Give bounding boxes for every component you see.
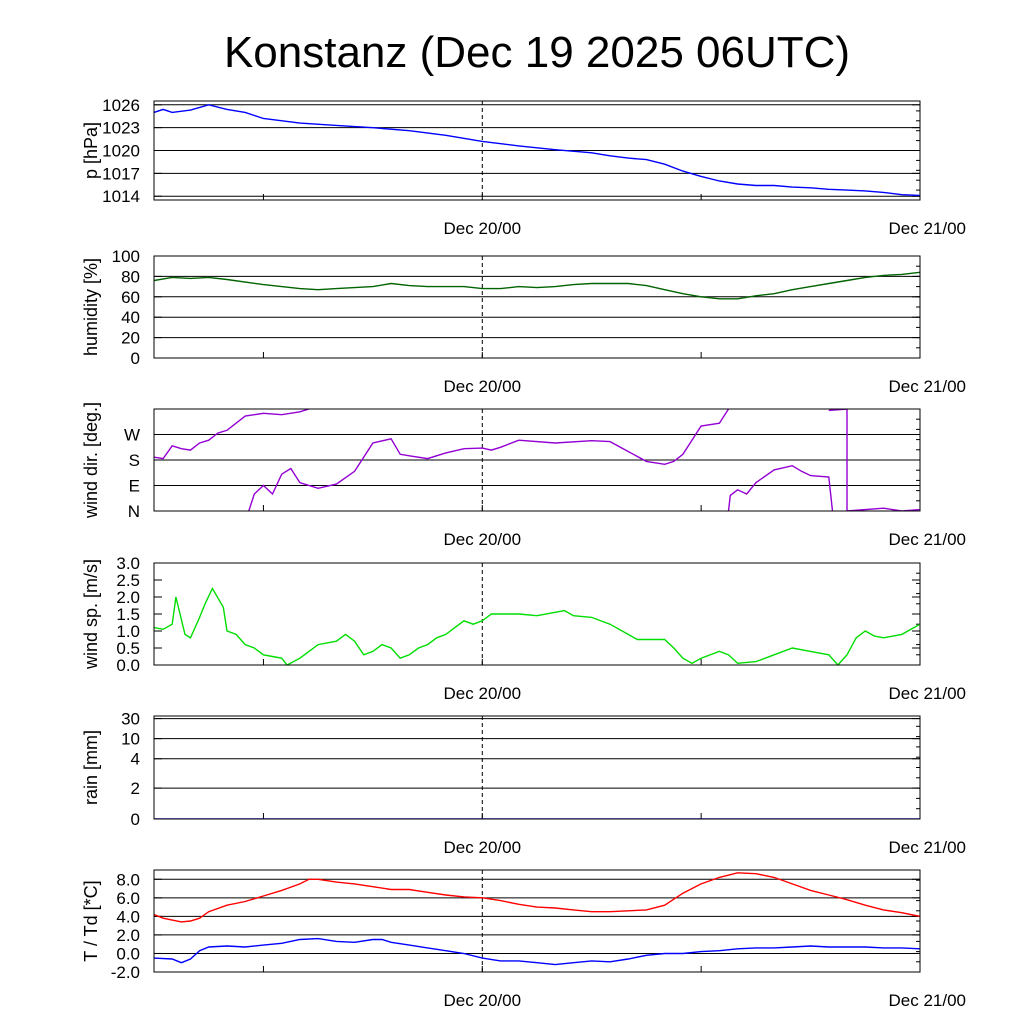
y-axis-label: wind sp. [m/s] bbox=[81, 559, 101, 670]
y-tick-label: 10 bbox=[121, 730, 140, 749]
y-tick-label: 20 bbox=[121, 329, 140, 348]
y-tick-label: 1017 bbox=[102, 164, 140, 183]
y-tick-label: 0 bbox=[131, 810, 140, 829]
panel-temperature: -2.00.02.04.06.08.0 T / Td [*C] Dec 20/00 D… bbox=[81, 869, 967, 1010]
y-tick-label: 3.0 bbox=[116, 554, 140, 573]
x-tick-label: Dec 21/00 bbox=[889, 219, 967, 238]
y-tick-label: 8.0 bbox=[116, 870, 140, 889]
y-tick-label: N bbox=[128, 502, 140, 521]
x-tick-label: Dec 20/00 bbox=[444, 530, 522, 549]
panel-frame bbox=[153, 715, 921, 820]
panel-frame bbox=[153, 408, 921, 512]
panel-frame bbox=[153, 255, 921, 359]
series-line-pressure-0 bbox=[154, 104, 920, 197]
y-tick-label: 2.0 bbox=[116, 588, 140, 607]
y-tick-label: 1.5 bbox=[116, 605, 140, 624]
y-tick-label: 1020 bbox=[102, 142, 140, 161]
chart-title: Konstanz (Dec 19 2025 06UTC) bbox=[224, 28, 850, 77]
y-tick-label: 4 bbox=[131, 750, 140, 769]
panel-frame bbox=[153, 562, 921, 666]
panel-frame bbox=[153, 100, 921, 201]
series-line-temperature-1 bbox=[154, 937, 920, 966]
y-axis-label: humidity [%] bbox=[81, 258, 101, 356]
x-tick-label: Dec 20/00 bbox=[444, 684, 522, 703]
y-tick-label: 0.5 bbox=[116, 639, 140, 658]
y-tick-label: -2.0 bbox=[111, 963, 140, 982]
y-tick-label: 2 bbox=[131, 779, 140, 798]
series-line-temperature-0 bbox=[154, 872, 920, 923]
series-line-wind-speed-0 bbox=[154, 587, 920, 665]
series-line-wind-direction-2 bbox=[727, 464, 834, 511]
y-tick-label: 0.0 bbox=[116, 944, 140, 963]
series-line-wind-direction-0 bbox=[154, 409, 310, 460]
y-axis-label: p [hPa] bbox=[81, 122, 101, 179]
panel-frame bbox=[153, 869, 921, 973]
y-tick-label: E bbox=[129, 477, 140, 496]
y-tick-label: 2.0 bbox=[116, 926, 140, 945]
series-line-wind-direction-1 bbox=[248, 409, 730, 511]
y-tick-label: 4.0 bbox=[116, 907, 140, 926]
y-tick-label: 80 bbox=[121, 267, 140, 286]
x-tick-label: Dec 20/00 bbox=[444, 219, 522, 238]
x-tick-label: Dec 20/00 bbox=[444, 377, 522, 396]
y-axis-label: T / Td [*C] bbox=[81, 880, 101, 961]
x-tick-label: Dec 20/00 bbox=[444, 838, 522, 857]
y-tick-label: 60 bbox=[121, 288, 140, 307]
y-tick-label: 0 bbox=[131, 349, 140, 368]
x-tick-label: Dec 21/00 bbox=[889, 377, 967, 396]
x-tick-label: Dec 21/00 bbox=[889, 991, 967, 1010]
x-tick-label: Dec 20/00 bbox=[444, 991, 522, 1010]
y-axis-label: rain [mm] bbox=[81, 730, 101, 805]
x-tick-label: Dec 21/00 bbox=[889, 530, 967, 549]
y-tick-label: 0.0 bbox=[116, 656, 140, 675]
y-tick-label: 100 bbox=[112, 247, 140, 266]
panel-wind-speed: 0.00.51.01.52.02.53.0 wind sp. [m/s] Dec 2… bbox=[81, 554, 966, 703]
y-tick-label: 30 bbox=[121, 710, 140, 729]
series-line-humidity-0 bbox=[154, 271, 920, 300]
y-tick-label: 1026 bbox=[102, 96, 140, 115]
y-tick-label: 1.0 bbox=[116, 622, 140, 641]
y-tick-label: 1014 bbox=[102, 187, 140, 206]
y-tick-label: 2.5 bbox=[116, 571, 140, 590]
y-tick-label: S bbox=[129, 451, 140, 470]
x-tick-label: Dec 21/00 bbox=[889, 838, 967, 857]
y-tick-label: 40 bbox=[121, 308, 140, 327]
x-tick-label: Dec 21/00 bbox=[889, 684, 967, 703]
y-tick-label: W bbox=[124, 426, 140, 445]
y-tick-label: 1023 bbox=[102, 119, 140, 138]
y-tick-label: 6.0 bbox=[116, 889, 140, 908]
y-axis-label: wind dir. [deg.] bbox=[81, 402, 101, 519]
